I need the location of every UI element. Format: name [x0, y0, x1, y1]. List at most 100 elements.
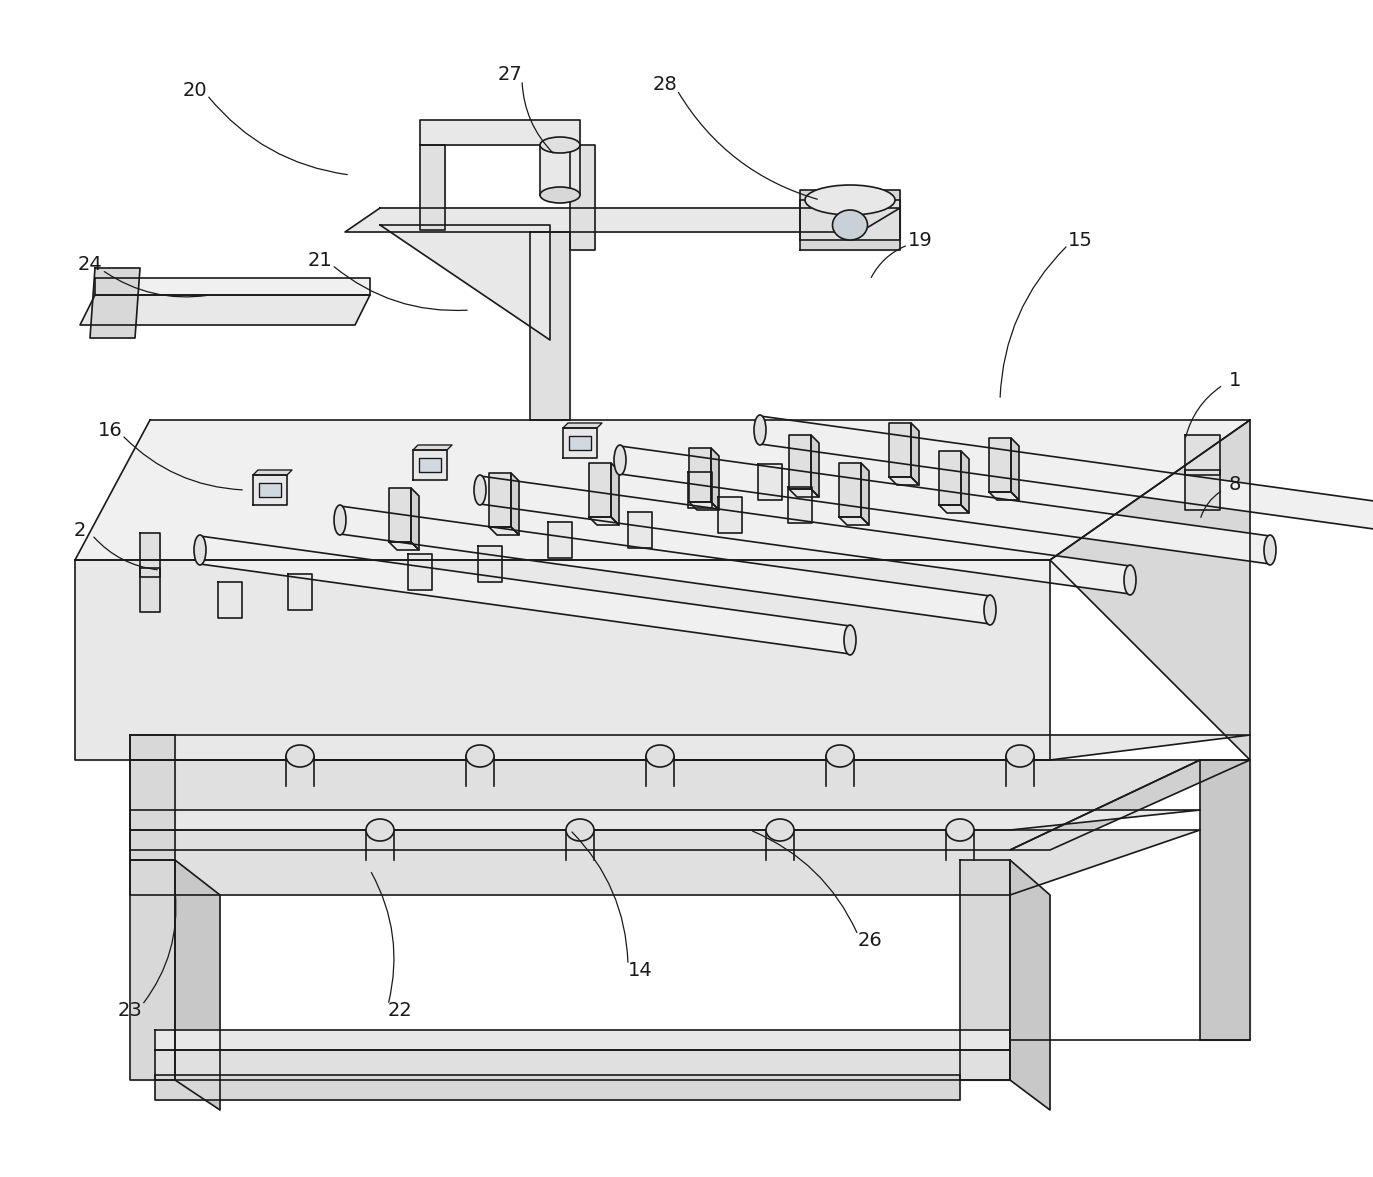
- Text: 19: 19: [908, 231, 932, 250]
- Ellipse shape: [286, 745, 314, 767]
- Text: 23: 23: [118, 1000, 143, 1019]
- Text: 26: 26: [858, 931, 883, 950]
- Polygon shape: [200, 536, 850, 654]
- Polygon shape: [912, 423, 919, 485]
- Polygon shape: [570, 145, 595, 250]
- Polygon shape: [540, 145, 579, 195]
- Polygon shape: [839, 517, 869, 525]
- Polygon shape: [389, 541, 419, 550]
- Ellipse shape: [805, 185, 895, 215]
- Polygon shape: [413, 445, 452, 450]
- Polygon shape: [130, 860, 174, 1080]
- Polygon shape: [1050, 420, 1249, 760]
- Polygon shape: [80, 295, 369, 325]
- Polygon shape: [76, 560, 1050, 760]
- Ellipse shape: [754, 415, 766, 445]
- Polygon shape: [939, 451, 961, 505]
- Ellipse shape: [540, 137, 579, 153]
- Polygon shape: [758, 464, 783, 500]
- Polygon shape: [839, 463, 861, 517]
- Ellipse shape: [566, 819, 595, 842]
- Ellipse shape: [1124, 565, 1135, 596]
- Polygon shape: [420, 120, 579, 145]
- Polygon shape: [478, 546, 503, 581]
- Polygon shape: [130, 810, 1200, 830]
- Polygon shape: [380, 225, 551, 340]
- Polygon shape: [888, 423, 912, 477]
- Polygon shape: [688, 472, 713, 508]
- Polygon shape: [489, 473, 511, 527]
- Ellipse shape: [540, 187, 579, 202]
- Ellipse shape: [766, 819, 794, 842]
- Polygon shape: [800, 189, 899, 250]
- Polygon shape: [218, 581, 242, 618]
- Polygon shape: [789, 435, 811, 488]
- Polygon shape: [389, 488, 411, 541]
- Polygon shape: [1185, 435, 1221, 476]
- Text: 24: 24: [78, 255, 103, 274]
- Ellipse shape: [832, 210, 868, 240]
- Polygon shape: [489, 527, 519, 536]
- Polygon shape: [155, 1050, 1011, 1080]
- Ellipse shape: [367, 819, 394, 842]
- Ellipse shape: [946, 819, 973, 842]
- Polygon shape: [621, 446, 1270, 564]
- Polygon shape: [155, 1075, 960, 1100]
- Polygon shape: [408, 554, 432, 590]
- Polygon shape: [1011, 438, 1019, 500]
- Polygon shape: [419, 458, 441, 472]
- Polygon shape: [711, 448, 719, 510]
- Polygon shape: [788, 487, 811, 523]
- Polygon shape: [341, 506, 990, 624]
- Text: 1: 1: [1229, 371, 1241, 390]
- Ellipse shape: [844, 625, 855, 654]
- Polygon shape: [530, 232, 570, 420]
- Ellipse shape: [614, 445, 626, 476]
- Polygon shape: [155, 1030, 1011, 1050]
- Polygon shape: [130, 830, 1200, 895]
- Polygon shape: [253, 470, 292, 476]
- Polygon shape: [76, 420, 1249, 560]
- Polygon shape: [140, 533, 161, 577]
- Text: 14: 14: [627, 960, 652, 979]
- Polygon shape: [130, 734, 174, 860]
- Ellipse shape: [647, 745, 674, 767]
- Polygon shape: [253, 476, 287, 505]
- Polygon shape: [961, 451, 969, 513]
- Polygon shape: [174, 860, 220, 1110]
- Polygon shape: [411, 488, 419, 550]
- Text: 8: 8: [1229, 476, 1241, 494]
- Polygon shape: [91, 268, 140, 338]
- Polygon shape: [420, 145, 445, 230]
- Polygon shape: [511, 473, 519, 536]
- Polygon shape: [1011, 760, 1249, 850]
- Polygon shape: [568, 435, 590, 450]
- Polygon shape: [589, 517, 619, 525]
- Polygon shape: [130, 734, 1249, 760]
- Polygon shape: [259, 483, 281, 497]
- Polygon shape: [345, 208, 899, 232]
- Polygon shape: [413, 450, 448, 480]
- Polygon shape: [718, 497, 741, 533]
- Polygon shape: [761, 415, 1373, 534]
- Text: 27: 27: [497, 66, 522, 85]
- Polygon shape: [563, 428, 597, 458]
- Polygon shape: [800, 200, 899, 240]
- Text: 21: 21: [308, 251, 332, 270]
- Polygon shape: [811, 435, 820, 497]
- Polygon shape: [989, 438, 1011, 492]
- Ellipse shape: [984, 596, 995, 625]
- Polygon shape: [939, 505, 969, 513]
- Text: 28: 28: [652, 75, 677, 94]
- Polygon shape: [481, 476, 1130, 594]
- Polygon shape: [611, 463, 619, 525]
- Polygon shape: [589, 463, 611, 517]
- Polygon shape: [288, 574, 312, 610]
- Polygon shape: [1200, 760, 1249, 1040]
- Polygon shape: [888, 477, 919, 485]
- Polygon shape: [960, 860, 1011, 1080]
- Polygon shape: [627, 512, 652, 548]
- Polygon shape: [861, 463, 869, 525]
- Ellipse shape: [465, 745, 494, 767]
- Polygon shape: [563, 423, 601, 428]
